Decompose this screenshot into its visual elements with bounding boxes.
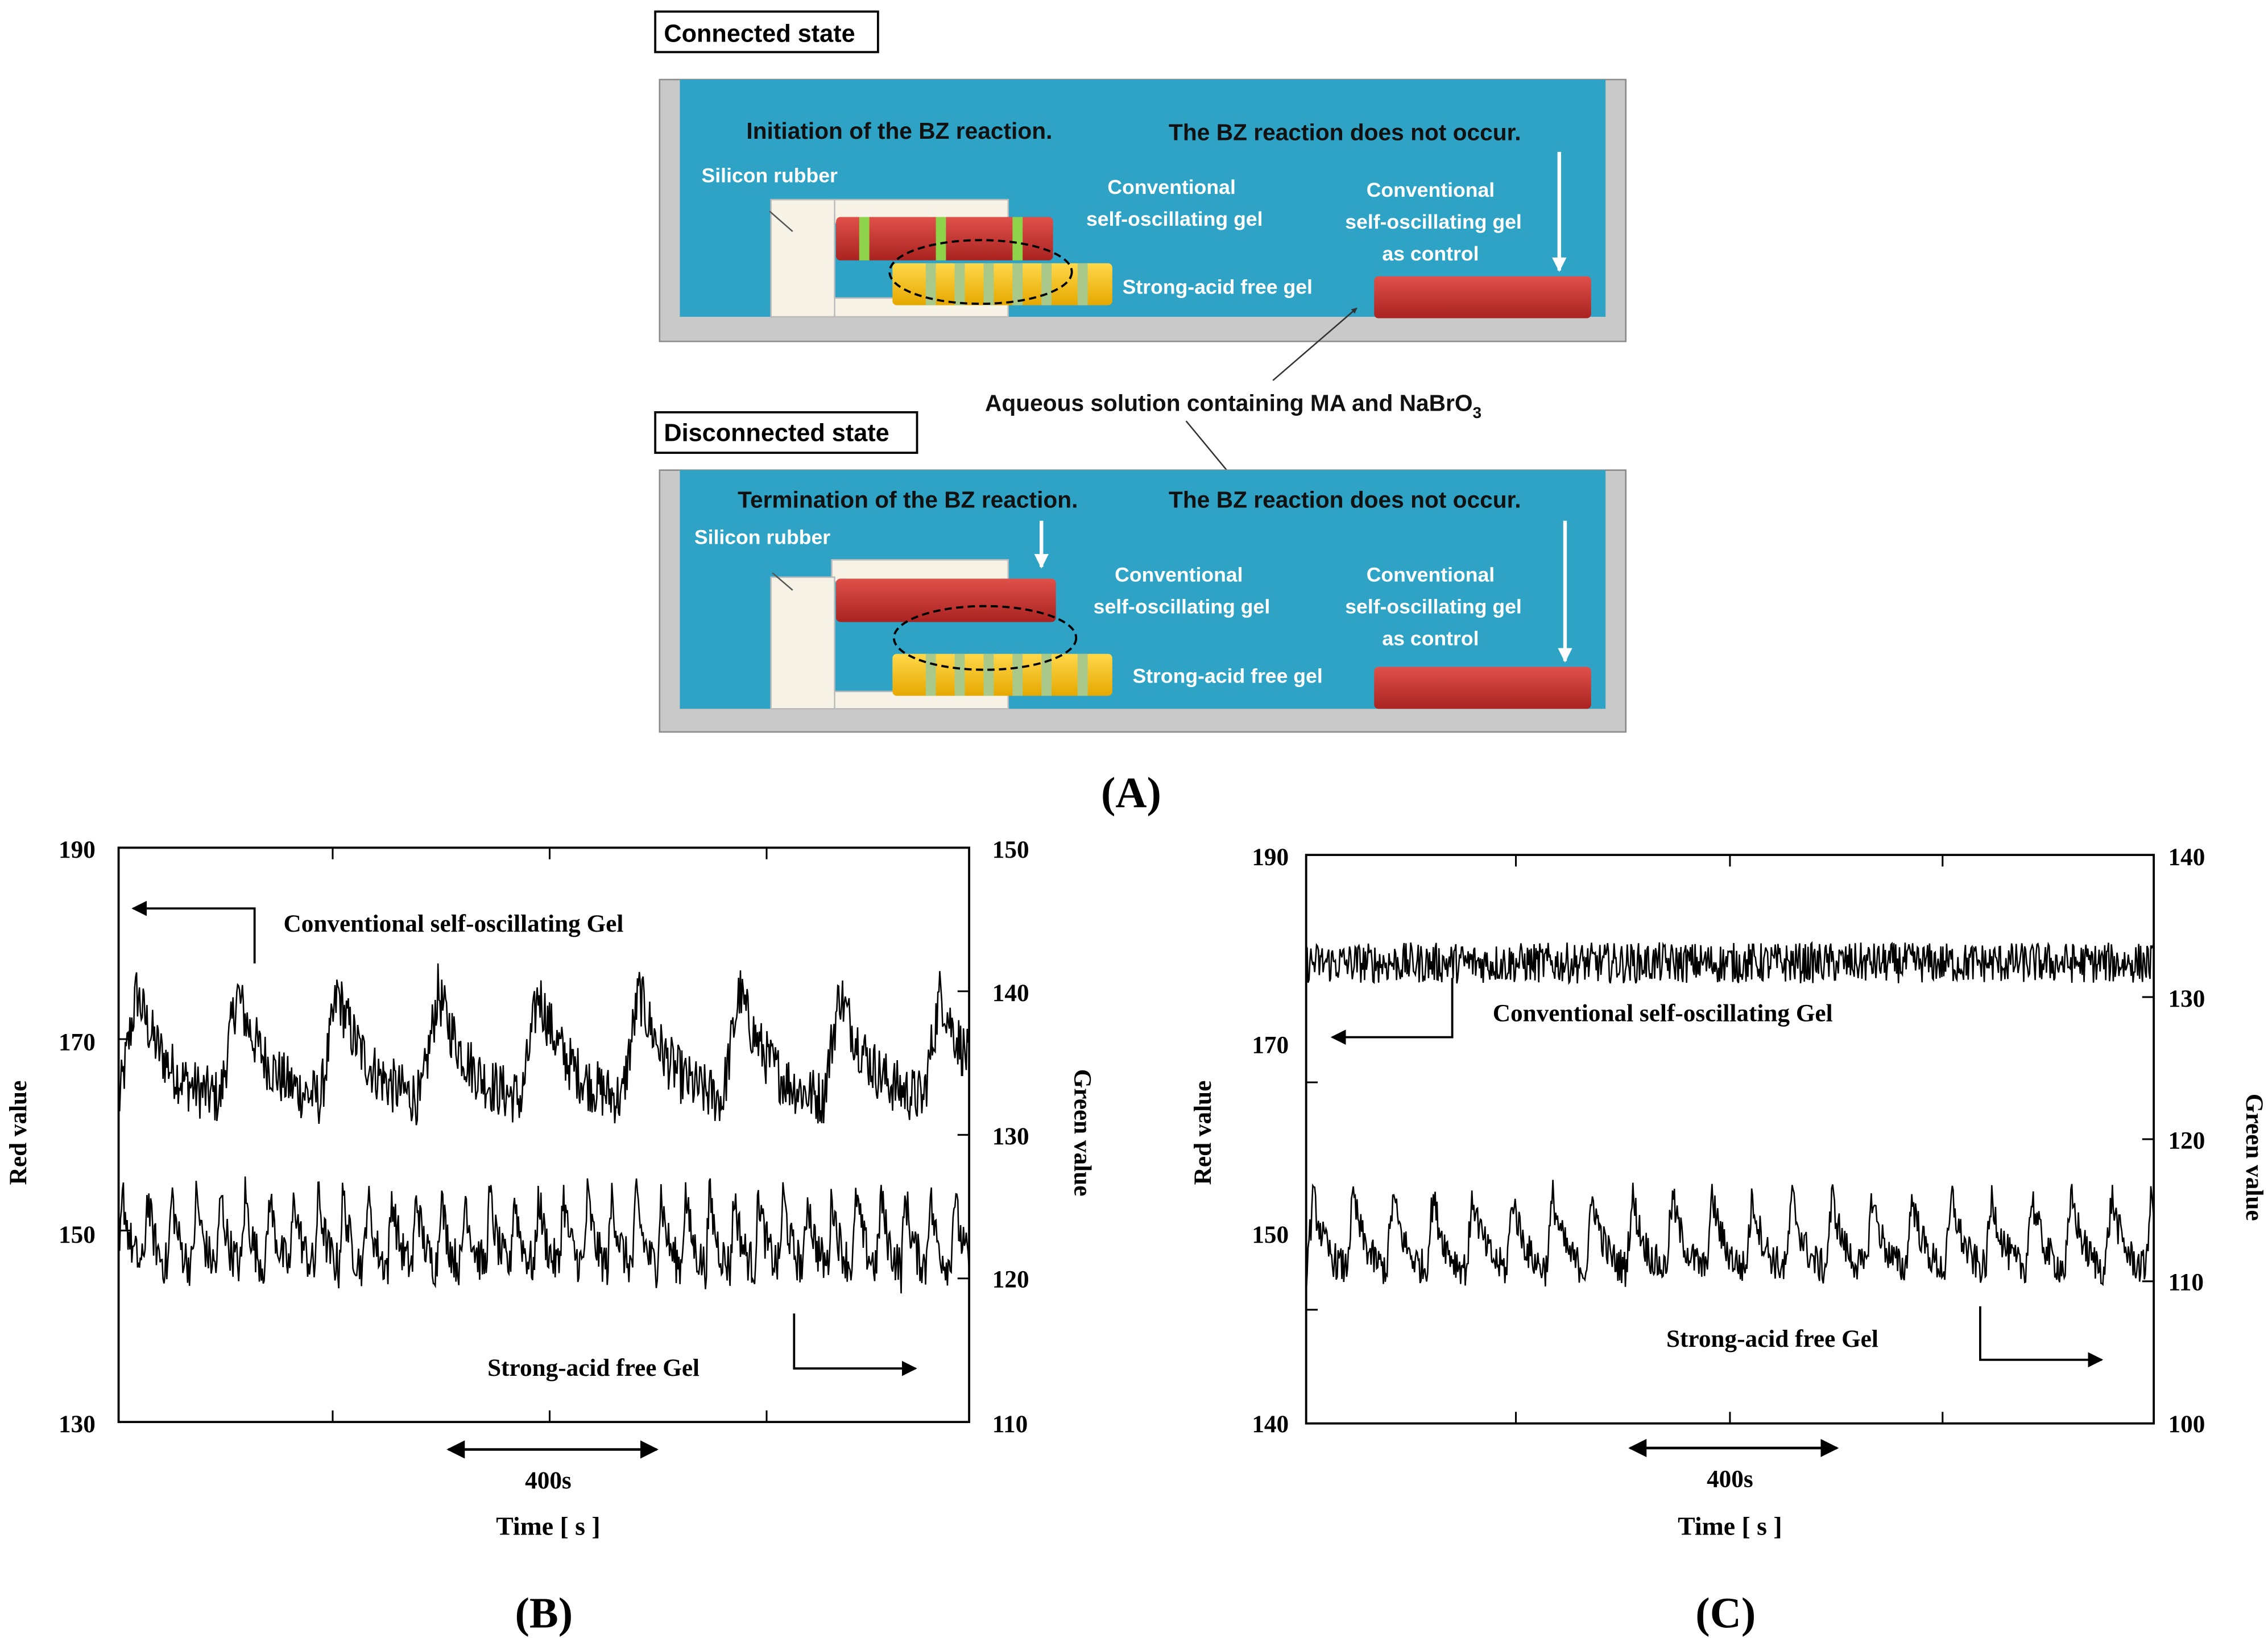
- y-tick-label: 150: [1252, 1221, 1289, 1248]
- aqueous-pointer-up: [1272, 307, 1358, 381]
- y2-tick-label: 120: [2168, 1127, 2205, 1154]
- control-gel-label-1: Conventional: [1367, 563, 1495, 586]
- y2-tick-label: 150: [992, 836, 1029, 863]
- y2-tick-label: 110: [2168, 1269, 2204, 1296]
- no-reaction-text: The BZ reaction does not occur.: [1169, 119, 1521, 146]
- panel-a-label: (A): [1101, 768, 1161, 817]
- pointer-line: [772, 572, 793, 591]
- control-gel-label-2: self-oscillating gel: [1345, 210, 1522, 233]
- y2-tick-label: 140: [2168, 843, 2205, 871]
- strong-acid-free-gel: [892, 263, 1112, 305]
- control-gel: [1374, 667, 1591, 709]
- legend-arrow-right: [793, 1313, 917, 1376]
- scale-bar-label: 400s: [1707, 1466, 1753, 1493]
- y-tick-label: 130: [59, 1411, 96, 1438]
- y-tick-label: 170: [59, 1029, 96, 1056]
- no-reaction-text: The BZ reaction does not occur.: [1169, 487, 1521, 513]
- y2-tick-label: 120: [992, 1266, 1029, 1293]
- y2-tick-label: 110: [992, 1411, 1028, 1438]
- termination-text: Termination of the BZ reaction.: [738, 487, 1078, 513]
- x-axis-label: Time [ s ]: [496, 1512, 600, 1541]
- silicon-rubber-label: Silicon rubber: [702, 164, 838, 187]
- y2-axis-label: Green value: [2241, 1094, 2268, 1221]
- legend-conventional-gel: Conventional self-oscillating Gel: [284, 910, 624, 937]
- chart-c: 190 170 150 140 140 130 120 110 100 Red …: [1189, 843, 2268, 1637]
- series-strong-acid-free-gel: [118, 1176, 970, 1294]
- panel-a-diagram: Connected state: [654, 10, 1627, 817]
- y-tick-label: 190: [59, 836, 96, 863]
- silicon-rubber-block: [770, 198, 835, 318]
- scale-bar-label: 400s: [525, 1467, 572, 1494]
- y-axis-label: Red value: [1189, 1081, 1216, 1185]
- y2-axis-label: Green value: [1069, 1069, 1096, 1197]
- initiation-text: Initiation of the BZ reaction.: [746, 118, 1052, 144]
- y-tick-label: 170: [1252, 1032, 1289, 1059]
- legend-arrow-left: [131, 900, 256, 963]
- silicon-rubber-label: Silicon rubber: [694, 526, 830, 548]
- control-gel-label-3: as control: [1382, 242, 1479, 265]
- contact-ellipse: [888, 239, 1073, 305]
- strong-acid-free-gel: [892, 654, 1112, 696]
- legend-arrow-left: [1330, 978, 1454, 1045]
- green-stripe: [936, 217, 946, 260]
- y-tick-label: 140: [1252, 1411, 1289, 1438]
- control-gel-label-2: self-oscillating gel: [1345, 595, 1522, 618]
- legend-arrow-right: [1979, 1306, 2104, 1368]
- aqueous-solution-label: Aqueous solution containing MA and NaBrO…: [985, 390, 1481, 421]
- silicon-rubber-top: [831, 559, 1009, 582]
- y2-tick-label: 130: [2168, 985, 2205, 1012]
- contact-ellipse: [892, 605, 1078, 671]
- chart-b: 190 170 150 130 150 140 130 120 110 Red …: [5, 836, 1096, 1637]
- y2-tick-label: 130: [992, 1123, 1029, 1150]
- conventional-gel: [836, 578, 1056, 622]
- y2-tick-label: 100: [2168, 1411, 2205, 1438]
- conventional-gel-label-2: self-oscillating gel: [1086, 208, 1263, 230]
- x-axis-label: Time [ s ]: [1678, 1512, 1782, 1541]
- y-tick-label: 190: [1252, 843, 1289, 871]
- control-gel-label-3: as control: [1382, 627, 1479, 650]
- connected-state-label: Connected state: [664, 20, 855, 48]
- strong-acid-free-label: Strong-acid free gel: [1123, 275, 1313, 298]
- connected-state-box: [654, 10, 879, 53]
- legend-strong-acid-free-gel: Strong-acid free Gel: [1666, 1325, 1878, 1353]
- silicon-rubber-block: [770, 576, 835, 710]
- control-gel: [1374, 276, 1591, 319]
- series-conventional-gel: [118, 963, 970, 1126]
- panel-b-label: (B): [515, 1589, 573, 1637]
- y-axis-label: Red value: [5, 1081, 32, 1185]
- control-gel-label-1: Conventional: [1367, 179, 1495, 201]
- y-tick-label: 150: [59, 1221, 96, 1248]
- conventional-gel-label-2: self-oscillating gel: [1094, 595, 1270, 618]
- pointer-line: [769, 210, 793, 232]
- series-strong-acid-free-gel: [1305, 1180, 2155, 1293]
- disconnected-tray: Termination of the BZ reaction. The BZ r…: [659, 469, 1627, 733]
- legend-conventional-gel: Conventional self-oscillating Gel: [1493, 1000, 1833, 1027]
- conventional-gel-label-1: Conventional: [1107, 176, 1235, 198]
- green-stripe: [1012, 217, 1023, 260]
- strong-acid-free-label: Strong-acid free gel: [1132, 664, 1322, 687]
- disconnected-state-label: Disconnected state: [664, 420, 889, 447]
- legend-strong-acid-free-gel: Strong-acid free Gel: [487, 1354, 700, 1382]
- conventional-gel-label-1: Conventional: [1115, 563, 1243, 586]
- y2-tick-label: 140: [992, 979, 1029, 1007]
- panel-c-label: (C): [1695, 1589, 1756, 1637]
- green-stripe: [859, 217, 870, 260]
- disconnected-state-box: [654, 411, 918, 454]
- series-conventional-gel: [1305, 941, 2155, 985]
- connected-tray: Initiation of the BZ reaction. The BZ re…: [659, 78, 1627, 342]
